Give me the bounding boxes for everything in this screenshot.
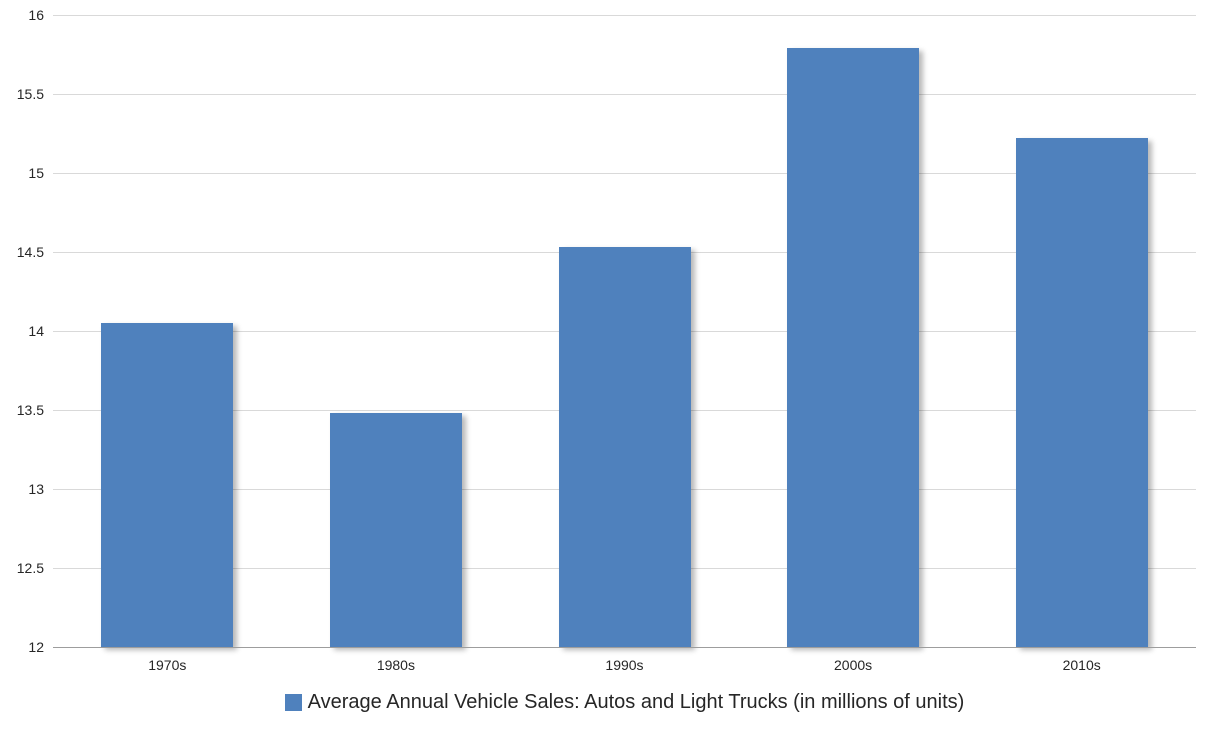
x-axis-category-label: 1980s: [376, 657, 415, 673]
x-axis-category-label: 1990s: [605, 657, 644, 673]
y-axis-tick-label: 13: [28, 481, 44, 497]
legend-series-label: Average Annual Vehicle Sales: Autos and …: [307, 691, 965, 713]
x-axis-category-label: 2010s: [1062, 657, 1101, 673]
x-axis-category-label: 1970s: [148, 657, 187, 673]
bar-2010s: [1015, 138, 1148, 647]
y-axis-tick-label: 15: [28, 165, 44, 181]
bar-2000s: [787, 48, 920, 647]
y-axis-tick-label: 12.5: [16, 560, 44, 576]
y-axis-tick-label: 16: [28, 7, 44, 23]
gridline: [53, 172, 1196, 174]
bar-1990s: [558, 247, 691, 647]
bar-1970s: [101, 323, 234, 647]
legend: Average Annual Vehicle Sales: Autos and …: [53, 690, 1196, 715]
y-axis-tick-label: 14.5: [16, 244, 44, 260]
legend-marker-icon: [284, 694, 302, 711]
y-axis-tick-label: 13.5: [16, 402, 44, 418]
y-axis-tick-label: 12: [28, 639, 44, 655]
x-axis-category-label: 2000s: [834, 657, 873, 673]
gridline: [53, 14, 1196, 16]
x-axis-line: [53, 646, 1196, 648]
gridline: [53, 93, 1196, 95]
y-axis-tick-label: 14: [28, 323, 44, 339]
bar-1980s: [329, 413, 462, 647]
y-axis-tick-label: 15.5: [16, 86, 44, 102]
